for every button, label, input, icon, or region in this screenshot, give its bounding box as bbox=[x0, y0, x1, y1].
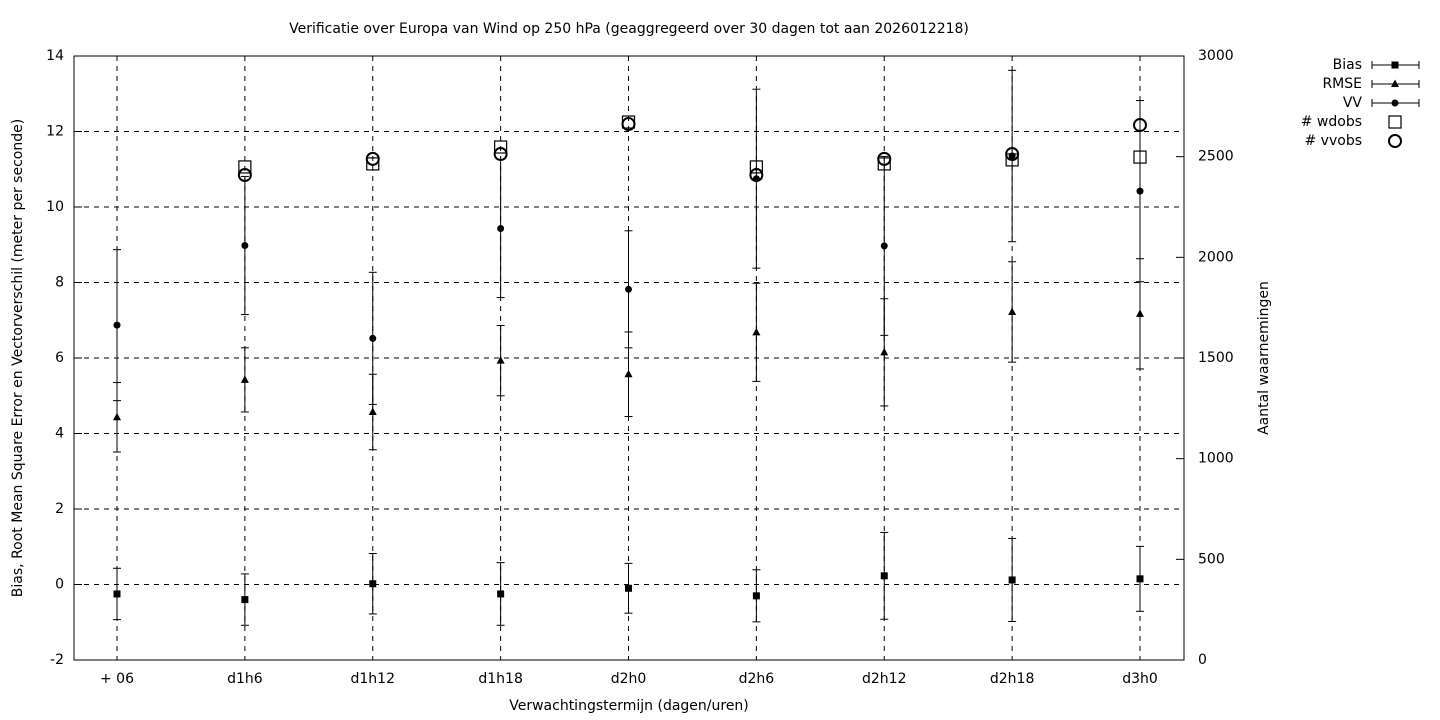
y2-tick-label: 1500 bbox=[1198, 350, 1234, 366]
point bbox=[752, 592, 760, 600]
legend-marker bbox=[1391, 79, 1399, 87]
point bbox=[369, 580, 377, 588]
point bbox=[1133, 118, 1147, 133]
legend-label: VV bbox=[1343, 95, 1363, 111]
y2-tick-label: 0 bbox=[1198, 652, 1207, 668]
y-tick-label: 14 bbox=[46, 48, 64, 64]
point bbox=[497, 590, 505, 598]
point bbox=[241, 596, 249, 604]
legend-marker bbox=[1388, 115, 1402, 129]
point bbox=[494, 140, 508, 154]
x-axis-label: Verwachtingstermijn (dagen/uren) bbox=[509, 698, 749, 714]
y-tick-label: 8 bbox=[55, 275, 64, 291]
point bbox=[241, 242, 249, 250]
y-tick-label: 10 bbox=[46, 199, 64, 215]
point bbox=[625, 285, 632, 293]
y-tick-label: -2 bbox=[50, 652, 64, 668]
y-axis-label: Bias, Root Mean Square Error en Vectorve… bbox=[10, 119, 26, 597]
point bbox=[1008, 576, 1016, 584]
y2-tick-label: 3000 bbox=[1198, 48, 1234, 64]
point bbox=[625, 584, 632, 592]
y-tick-label: 2 bbox=[55, 501, 64, 517]
x-tick-label: d3h0 bbox=[1122, 671, 1158, 687]
x-tick-label: d1h6 bbox=[227, 671, 263, 687]
point bbox=[369, 334, 377, 342]
point bbox=[1133, 150, 1147, 164]
y2-axis-label: Aantal waarnemingen bbox=[1256, 281, 1272, 435]
y2-tick-label: 500 bbox=[1198, 551, 1225, 567]
x-tick-label: d2h0 bbox=[611, 671, 647, 687]
point bbox=[1136, 575, 1144, 583]
point bbox=[880, 347, 889, 356]
point bbox=[1136, 187, 1144, 195]
y2-tick-label: 2000 bbox=[1198, 249, 1234, 265]
y-tick-label: 0 bbox=[55, 577, 64, 593]
legend-label: # wdobs bbox=[1301, 114, 1362, 130]
point bbox=[497, 225, 505, 233]
x-tick-label: d2h12 bbox=[862, 671, 906, 687]
point bbox=[880, 242, 888, 250]
point bbox=[113, 590, 121, 598]
point bbox=[1136, 309, 1144, 317]
point bbox=[365, 151, 380, 166]
legend-marker bbox=[1391, 61, 1399, 69]
x-tick-label: d1h18 bbox=[478, 671, 522, 687]
point bbox=[880, 572, 888, 580]
y-tick-label: 6 bbox=[55, 350, 64, 366]
y-tick-label: 4 bbox=[55, 426, 64, 442]
legend-marker bbox=[1391, 99, 1399, 107]
point bbox=[496, 356, 505, 364]
legend-label: # vvobs bbox=[1305, 133, 1363, 149]
point bbox=[1005, 153, 1019, 167]
chart-title: Verificatie over Europa van Wind op 250 … bbox=[289, 21, 969, 37]
y2-tick-label: 2500 bbox=[1198, 149, 1234, 165]
point bbox=[877, 151, 892, 166]
point bbox=[1008, 307, 1017, 315]
y-tick-label: 12 bbox=[46, 124, 64, 140]
y2-tick-label: 1000 bbox=[1198, 451, 1234, 467]
point bbox=[113, 321, 121, 329]
x-tick-label: d2h6 bbox=[739, 671, 775, 687]
point bbox=[749, 160, 763, 174]
legend-label: RMSE bbox=[1322, 76, 1362, 92]
point bbox=[493, 147, 508, 162]
point bbox=[368, 407, 377, 415]
point bbox=[237, 167, 252, 182]
point bbox=[624, 369, 633, 378]
point bbox=[749, 167, 764, 182]
legend-marker bbox=[1388, 134, 1402, 148]
point bbox=[877, 157, 891, 171]
legend-label: Bias bbox=[1333, 57, 1362, 73]
point bbox=[752, 327, 761, 336]
x-tick-label: d1h12 bbox=[351, 671, 395, 687]
point bbox=[113, 412, 121, 421]
x-tick-label: + 06 bbox=[100, 671, 134, 687]
point bbox=[238, 160, 252, 174]
x-tick-label: d2h18 bbox=[990, 671, 1034, 687]
point bbox=[366, 157, 380, 171]
point bbox=[621, 117, 636, 132]
point bbox=[240, 375, 249, 383]
point bbox=[1005, 147, 1020, 162]
